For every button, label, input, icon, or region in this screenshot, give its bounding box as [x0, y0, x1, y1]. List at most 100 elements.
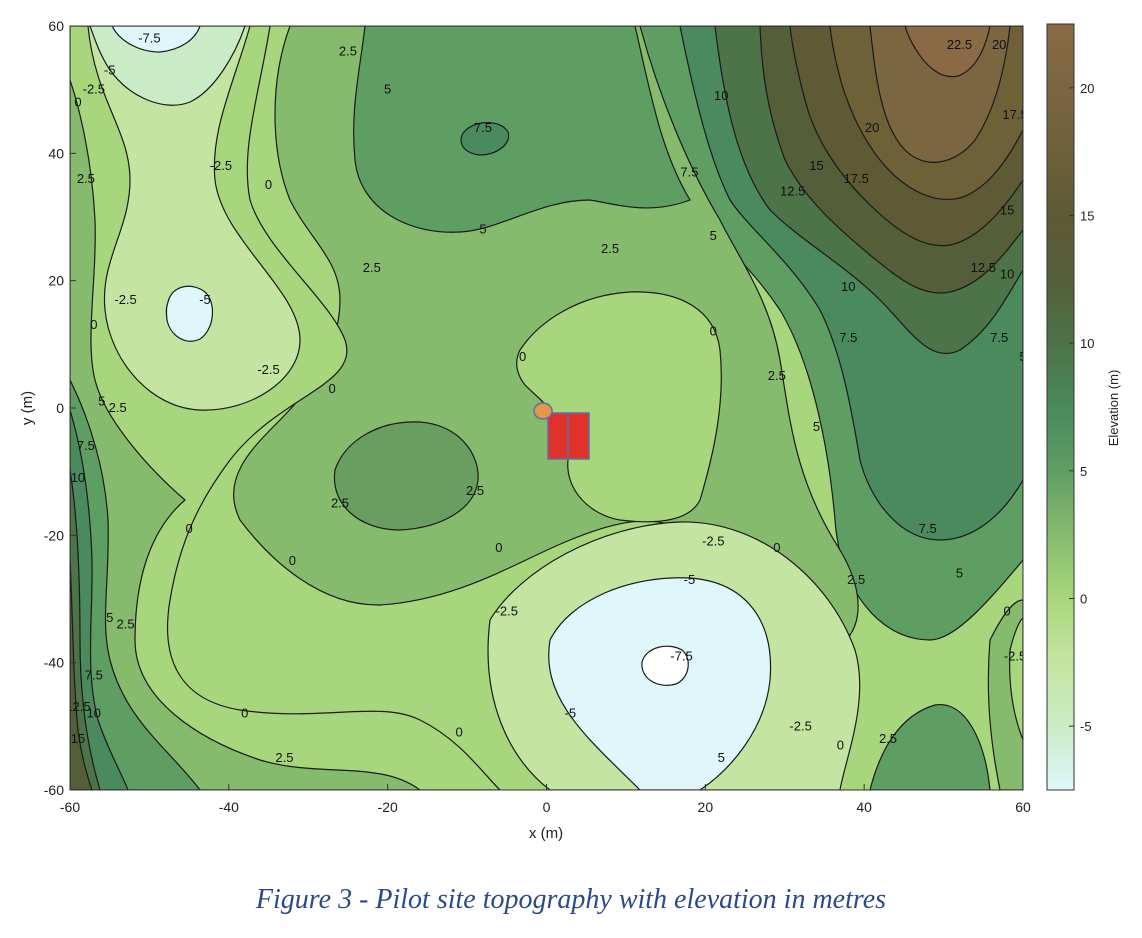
- contour-label: -2.5: [114, 292, 136, 307]
- contour-label: 2.5: [847, 572, 865, 587]
- contour-label: 12.5: [65, 699, 90, 714]
- band-10-west-edge: [70, 469, 101, 790]
- contour-label: 0: [289, 553, 296, 568]
- contour-label: 5: [98, 394, 105, 409]
- contour-label: 7.5: [85, 667, 103, 682]
- figure-caption: Figure 3 - Pilot site topography with el…: [255, 884, 887, 915]
- contour-label: 2.5: [117, 616, 135, 631]
- y-tick-label: 20: [48, 273, 64, 289]
- colorbar-ticks: -5 0 5 10 15 20: [1069, 81, 1094, 734]
- contour-label: 10: [71, 470, 85, 485]
- contour-label: 22.5: [947, 37, 972, 52]
- band-minus-2-5-west: [87, 26, 301, 411]
- contour-label: -5: [104, 63, 116, 78]
- contour-label: 7.5: [474, 120, 492, 135]
- y-tick-label: -60: [44, 782, 64, 798]
- band-2-5-se: [869, 704, 991, 790]
- contour-label: -5: [684, 572, 696, 587]
- contour-label: 15: [809, 158, 823, 173]
- contour-label: 5: [956, 566, 963, 581]
- band-7-5-north: [460, 122, 510, 156]
- band-22-5-east: [904, 26, 991, 78]
- x-axis-label: x (m): [529, 825, 563, 842]
- colorbar-tick-label: 15: [1080, 209, 1094, 224]
- contour-label: -7.5: [670, 648, 692, 663]
- contour-label: -2.5: [1004, 648, 1026, 663]
- contour-label: 2.5: [109, 400, 127, 415]
- contour-label: 0: [241, 706, 248, 721]
- band-12-5-west-edge: [70, 559, 93, 790]
- contour-map: -7.5-5-2.50-2.52.5 0-2.5 -50-2.52.557.5100…: [65, 26, 1026, 790]
- contour-label: -2.5: [789, 718, 811, 733]
- contour-label: 10: [841, 279, 855, 294]
- x-tick-label: 0: [543, 799, 551, 815]
- contour-label: -2.5: [496, 604, 518, 619]
- x-tick-label: -60: [60, 799, 80, 815]
- contour-label: 12.5: [780, 184, 805, 199]
- contour-label: -7.5: [138, 31, 160, 46]
- colorbar-tick-label: 0: [1080, 592, 1087, 607]
- y-tick-label: -20: [44, 527, 64, 543]
- pilot-site-building-left: [547, 412, 569, 460]
- contour-label: 7.5: [919, 521, 937, 536]
- contour-label: 17.5: [844, 171, 869, 186]
- x-tick-label: 20: [698, 799, 714, 815]
- contour-label: 10: [1000, 266, 1014, 281]
- contour-label: 0: [1003, 604, 1010, 619]
- band-5-west-edge: [70, 379, 201, 790]
- band-2-5-central: [333, 421, 479, 531]
- contour-label: 7.5: [680, 164, 698, 179]
- colorbar-label: Elevation (m): [1106, 370, 1121, 447]
- x-tick-label: -40: [219, 799, 239, 815]
- y-tick-label: 0: [56, 400, 64, 416]
- contour-label: -2.5: [210, 158, 232, 173]
- contour-label: -5: [199, 292, 211, 307]
- y-axis-ticks: -60 -40 -20 0 20 40 60: [44, 18, 76, 798]
- contour-label: 0: [495, 540, 502, 555]
- contour-label: -2.5: [83, 82, 105, 97]
- colorbar-tick-label: 5: [1080, 464, 1087, 479]
- contour-label: 2.5: [331, 496, 349, 511]
- contour-label: 12.5: [971, 260, 996, 275]
- contour-label: 2.5: [601, 241, 619, 256]
- contour-label: 5: [479, 222, 486, 237]
- band-minus-7-5-nw: [111, 26, 201, 53]
- pilot-site-marker: [533, 402, 553, 420]
- contour-label: 0: [90, 317, 97, 332]
- contour-label: 5: [710, 228, 717, 243]
- y-axis-label: y (m): [19, 391, 36, 425]
- contour-label: 2.5: [879, 731, 897, 746]
- contour-label: 0: [265, 177, 272, 192]
- contour-label: 10: [714, 88, 728, 103]
- colorbar-tick-label: 20: [1080, 81, 1094, 96]
- contour-label: 0: [74, 94, 81, 109]
- x-tick-label: 40: [856, 799, 872, 815]
- y-tick-label: 60: [48, 18, 64, 34]
- contour-label: 2.5: [768, 368, 786, 383]
- contour-label: 7.5: [990, 330, 1008, 345]
- contour-label: 0: [773, 540, 780, 555]
- contour-label: -2.5: [257, 362, 279, 377]
- band-minus-5-nw: [89, 26, 246, 106]
- pilot-site-building-right: [567, 412, 590, 460]
- contour-label: 0: [837, 737, 844, 752]
- contour-label: 10: [87, 706, 101, 721]
- colorbar-tick-label: 10: [1080, 336, 1094, 351]
- contour-label: 0: [456, 725, 463, 740]
- contour-label: 7.5: [839, 330, 857, 345]
- contour-label: 5: [813, 419, 820, 434]
- contour-label: 2.5: [363, 260, 381, 275]
- contour-label: 5: [106, 610, 113, 625]
- contour-label: 0: [186, 521, 193, 536]
- contour-label: 2.5: [77, 171, 95, 186]
- colorbar: [1046, 23, 1075, 791]
- contour-label: 5: [718, 750, 725, 765]
- x-axis-ticks: -60 -40 -20 0 20 40 60: [60, 784, 1031, 815]
- contour-label: 5: [1019, 349, 1026, 364]
- contour-label: 7.5: [77, 438, 95, 453]
- band-5-north: [353, 26, 691, 233]
- contour-label: 5: [384, 82, 391, 97]
- contour-labels: -7.5-5-2.50-2.52.5 0-2.5 -50-2.52.557.5100…: [65, 31, 1026, 765]
- contour-label: 2.5: [466, 483, 484, 498]
- contour-label: 20: [865, 120, 879, 135]
